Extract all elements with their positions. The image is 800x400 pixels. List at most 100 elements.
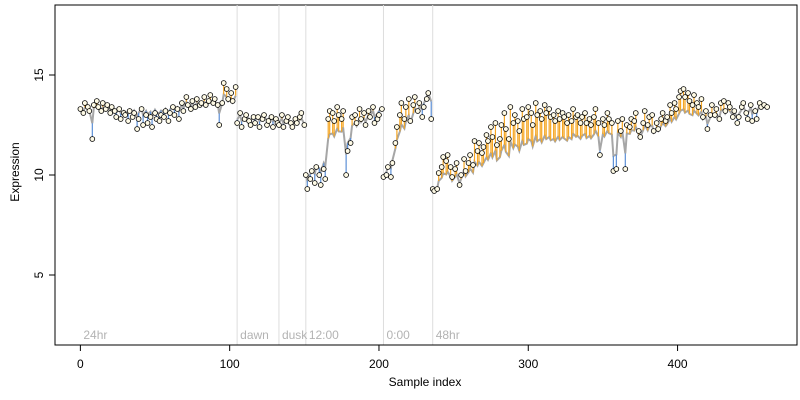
data-point: [685, 90, 691, 96]
data-point: [583, 120, 590, 126]
data-point: [582, 110, 588, 116]
data-point: [443, 158, 449, 164]
data-point: [434, 186, 440, 192]
data-point: [161, 114, 167, 120]
data-point: [207, 92, 214, 98]
data-point: [555, 108, 561, 114]
data-point: [410, 102, 417, 108]
data-point: [453, 160, 460, 166]
data-point: [537, 108, 544, 114]
data-point: [143, 112, 149, 118]
data-point: [595, 120, 602, 126]
data-point: [734, 120, 741, 126]
data-point: [604, 110, 611, 116]
data-point: [201, 94, 208, 100]
data-point: [162, 108, 169, 114]
data-point: [219, 100, 226, 106]
y-tick-label: 15: [32, 68, 46, 82]
data-point: [268, 114, 275, 120]
data-point: [171, 112, 178, 118]
data-point: [156, 118, 163, 124]
data-point: [325, 116, 332, 122]
data-point: [465, 160, 472, 166]
data-point: [98, 108, 105, 114]
data-point: [406, 96, 412, 102]
data-point: [134, 126, 140, 132]
data-point: [712, 112, 718, 118]
data-point: [265, 118, 272, 124]
data-point: [229, 98, 236, 104]
data-point: [713, 106, 720, 112]
x-tick-label: 400: [668, 357, 688, 371]
data-point: [474, 148, 481, 154]
data-point: [140, 122, 146, 128]
data-point: [561, 114, 567, 120]
data-point: [252, 120, 258, 126]
data-point: [255, 114, 261, 120]
data-point: [691, 92, 697, 98]
data-point: [541, 102, 548, 108]
data-point: [279, 112, 285, 118]
data-point: [556, 116, 563, 122]
data-point: [188, 106, 194, 112]
phase-label: 24hr: [83, 328, 107, 342]
data-point: [340, 108, 346, 114]
x-axis-label: Sample index: [389, 375, 462, 389]
data-point: [519, 106, 526, 112]
data-point: [632, 110, 639, 116]
data-point: [564, 120, 570, 126]
data-point: [440, 154, 446, 160]
data-point: [655, 126, 661, 132]
data-point: [673, 106, 679, 112]
data-point: [270, 124, 276, 130]
data-point: [398, 100, 405, 106]
data-point: [586, 116, 593, 122]
data-point: [385, 164, 391, 170]
phase-label: dusk: [282, 328, 308, 342]
data-point: [480, 144, 487, 150]
y-tick-label: 5: [32, 271, 46, 278]
data-point: [403, 104, 409, 110]
data-point: [680, 86, 687, 92]
data-point: [135, 116, 142, 122]
data-point: [289, 124, 296, 130]
data-point: [220, 80, 227, 86]
data-point: [294, 120, 300, 126]
data-point: [320, 166, 327, 172]
data-point: [668, 110, 675, 116]
data-point: [619, 116, 626, 122]
data-point: [640, 120, 647, 126]
data-point: [223, 86, 230, 92]
data-point: [407, 118, 414, 124]
data-point: [494, 142, 500, 148]
data-point: [467, 152, 473, 158]
data-point: [347, 140, 354, 146]
data-point: [234, 120, 240, 126]
data-point: [700, 114, 706, 120]
data-point: [77, 106, 84, 112]
data-point: [211, 96, 218, 102]
x-tick-label: 0: [77, 357, 84, 371]
data-point: [483, 132, 490, 138]
data-point: [91, 102, 97, 108]
data-point: [334, 104, 340, 110]
data-point: [202, 102, 209, 108]
residual-segments: [79, 83, 768, 191]
data-point: [126, 108, 133, 114]
data-point: [568, 118, 575, 124]
data-point: [152, 110, 158, 116]
data-point: [698, 96, 705, 102]
data-point: [388, 174, 394, 180]
data-point: [570, 106, 576, 112]
data-point: [113, 114, 120, 120]
data-point: [280, 124, 287, 130]
data-point: [740, 100, 747, 106]
phase-dividers: [236, 5, 434, 345]
data-point: [353, 120, 360, 126]
data-point: [485, 138, 491, 144]
data-point: [425, 90, 432, 96]
data-point: [183, 94, 190, 100]
data-point: [470, 162, 476, 168]
data-point: [228, 90, 234, 96]
